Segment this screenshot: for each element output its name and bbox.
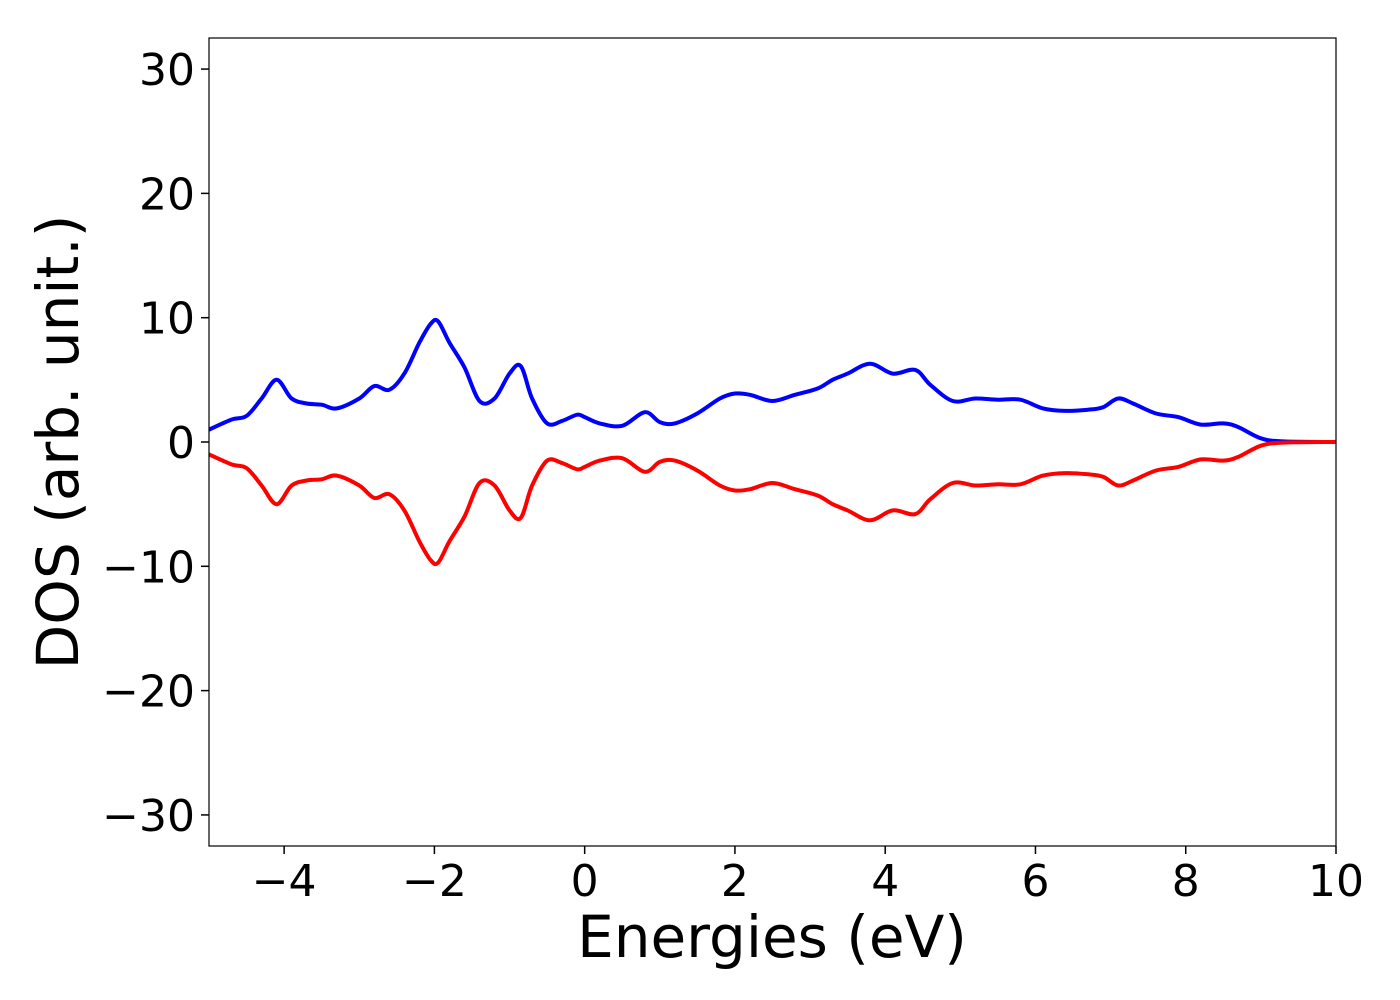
y-tick-label: 10 <box>139 294 195 345</box>
y-axis: −30 −20 −10 0 10 20 30 <box>102 45 209 842</box>
x-tick-label: 4 <box>871 856 899 907</box>
x-tick-label: 0 <box>571 856 599 907</box>
x-tick-label: 8 <box>1172 856 1200 907</box>
plot-frame <box>208 37 1337 847</box>
y-tick-label: −20 <box>102 667 195 718</box>
series-layer <box>209 317 1336 567</box>
x-tick-label: 2 <box>721 856 749 907</box>
x-tick-label: −4 <box>252 856 317 907</box>
x-axis-label: Energies (eV) <box>577 903 967 971</box>
y-tick-label: 0 <box>167 418 195 469</box>
x-tick-label: 6 <box>1021 856 1049 907</box>
y-axis-label: DOS (arb. unit.) <box>24 215 92 670</box>
y-tick-label: 20 <box>139 169 195 220</box>
series-line-2 <box>209 440 1336 567</box>
y-tick-label: −30 <box>102 791 195 842</box>
y-tick-label: −10 <box>102 542 195 593</box>
series-line-1 <box>209 317 1336 444</box>
x-axis: −4 −2 0 2 4 6 8 10 <box>252 846 1364 907</box>
y-tick-label: 30 <box>139 45 195 96</box>
x-tick-label: −2 <box>402 856 467 907</box>
x-tick-label: 10 <box>1308 856 1364 907</box>
